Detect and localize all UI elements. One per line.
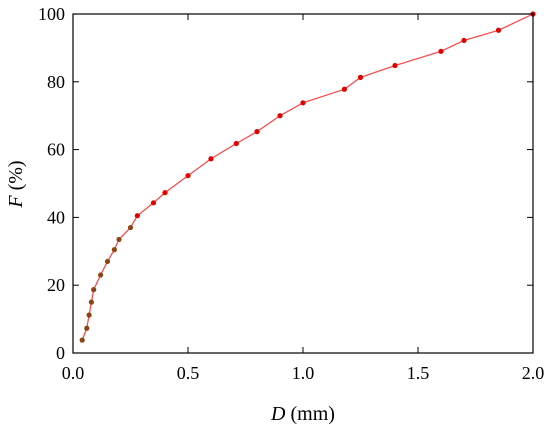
y-tick-label: 40	[47, 207, 65, 227]
x-tick-label: 0.0	[62, 363, 85, 383]
data-point	[134, 213, 140, 219]
plot-frame	[72, 13, 534, 354]
x-axis-unit: (mm)	[286, 403, 335, 425]
data-point	[254, 129, 260, 135]
data-point	[127, 224, 134, 231]
x-axis-label: D (mm)	[270, 403, 335, 425]
data-point	[91, 287, 97, 293]
data-point	[150, 200, 157, 206]
x-tick-label: 0.5	[177, 363, 200, 383]
data-point	[208, 156, 214, 162]
data-point	[495, 27, 502, 33]
data-point	[438, 48, 444, 54]
data-point	[461, 37, 467, 44]
data-point	[185, 173, 191, 179]
data-point	[277, 113, 283, 119]
data-point	[116, 236, 122, 243]
data-point	[104, 258, 111, 265]
data-point	[233, 140, 239, 147]
data-point	[357, 74, 364, 80]
y-tick-label: 0	[56, 343, 65, 363]
data-point	[88, 299, 94, 305]
data-point	[111, 247, 117, 253]
x-tick-label: 1.0	[292, 363, 315, 383]
y-axis-label: F (%)	[5, 160, 27, 208]
series-line	[81, 13, 534, 341]
x-tick-label: 1.5	[407, 363, 430, 383]
data-point	[98, 272, 104, 278]
data-point	[162, 190, 168, 196]
y-tick-label: 60	[47, 140, 65, 160]
data-point	[84, 325, 90, 331]
y-axis-unit: (%)	[5, 160, 27, 195]
x-axis-variable: D	[270, 403, 286, 425]
y-tick-label: 20	[47, 275, 65, 295]
data-point	[300, 100, 306, 106]
y-tick-label: 80	[47, 72, 65, 92]
data-point	[392, 62, 398, 69]
data-point	[341, 86, 347, 92]
x-tick-label: 2.0	[522, 363, 545, 383]
y-tick-label: 100	[38, 4, 65, 24]
data-point	[86, 312, 92, 318]
data-point	[79, 337, 85, 343]
y-axis-variable: F	[5, 195, 27, 209]
